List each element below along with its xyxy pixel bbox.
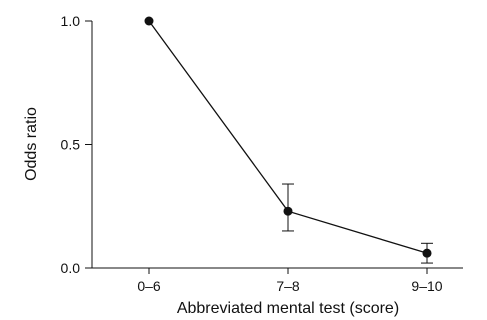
x-tick-label: 0–6 (137, 278, 161, 294)
data-point (422, 248, 432, 258)
data-point (283, 206, 293, 216)
y-tick-label: 0.0 (61, 260, 81, 276)
y-tick-label: 1.0 (61, 13, 81, 29)
x-axis-title: Abbreviated mental test (score) (177, 300, 399, 317)
axis-labels: Abbreviated mental test (score) Odds rat… (23, 107, 399, 317)
x-tick-label: 7–8 (276, 278, 300, 294)
data-point (144, 16, 154, 26)
error-bars (282, 183, 433, 264)
axes: 0.0 0.5 1.0 0–6 7–8 9–10 (61, 13, 463, 294)
y-axis-title: Odds ratio (23, 107, 40, 181)
series (144, 16, 432, 258)
x-tick-label: 9–10 (411, 278, 442, 294)
y-tick-label: 0.5 (61, 137, 81, 153)
